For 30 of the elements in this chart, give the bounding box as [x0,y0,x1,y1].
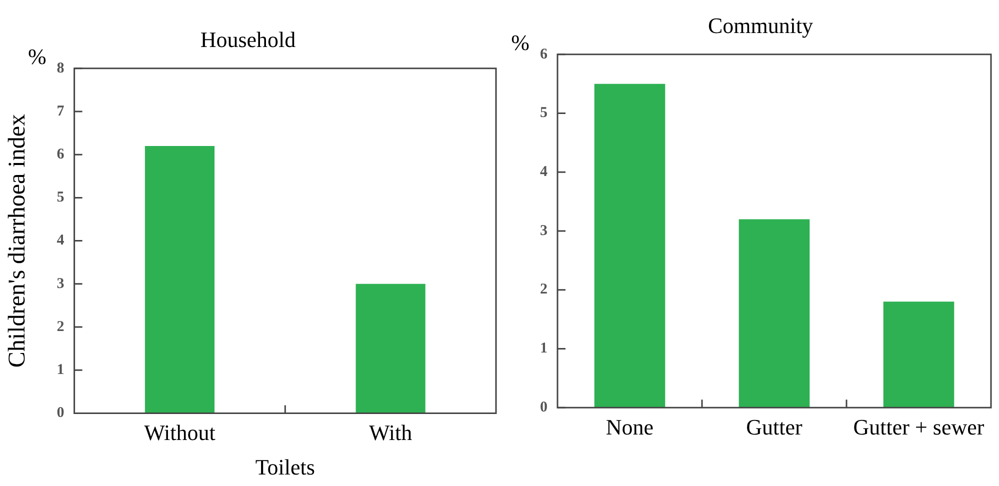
y-tick-label: 3 [56,276,64,292]
y-tick-label: 2 [540,282,548,298]
text: % [28,44,46,70]
chart-title: Household [200,26,296,52]
text: % [511,30,530,56]
y-tick-label: 0 [56,405,64,422]
bar [738,219,810,408]
y-tick-label: 6 [56,146,65,162]
x-tick-label: Without [144,420,216,446]
chart-title: Community [708,12,814,38]
y-tick-label: 5 [540,105,548,122]
x-tick-label: Gutter [746,414,804,440]
y-tick-label: 7 [56,103,65,120]
y-tick-label: 5 [56,190,64,206]
bar [883,302,954,408]
y-axis-title: Children's diarrhoea index [4,114,31,368]
x-tick-label: None [606,414,654,440]
x-tick-label: Gutter + sewer [853,414,985,440]
x-axis-title: Toilets [255,454,315,480]
y-tick-label: 8 [56,60,64,76]
y-tick-label: 1 [56,362,64,378]
x-tick-label: With [369,420,412,446]
y-tick-label: 4 [540,164,548,180]
y-tick-label: 0 [540,399,548,416]
y-tick-label: 2 [56,318,64,335]
bar [594,84,666,408]
y-tick-label: 4 [56,232,65,249]
y-tick-label: 1 [540,340,548,357]
y-tick-label: 3 [540,222,548,239]
y-tick-label: 6 [540,46,548,62]
